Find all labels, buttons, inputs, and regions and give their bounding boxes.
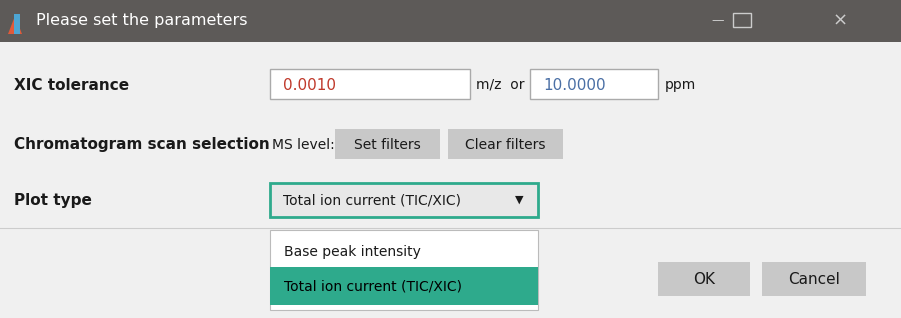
Polygon shape xyxy=(8,16,22,34)
Text: MS level: 1: MS level: 1 xyxy=(272,138,348,152)
Bar xyxy=(0,0,901,42)
Text: ▼: ▼ xyxy=(514,195,523,205)
Text: Total ion current (TIC/XIC): Total ion current (TIC/XIC) xyxy=(283,193,461,207)
Bar xyxy=(530,69,658,99)
Text: Clear filters: Clear filters xyxy=(465,138,545,152)
Bar xyxy=(658,262,750,296)
Bar xyxy=(0,42,901,318)
Bar xyxy=(733,13,751,27)
Text: Total ion current (TIC/XIC): Total ion current (TIC/XIC) xyxy=(284,279,462,293)
Text: 10.0000: 10.0000 xyxy=(543,78,605,93)
Text: m/z  or: m/z or xyxy=(476,78,524,92)
Bar xyxy=(762,262,866,296)
Text: OK: OK xyxy=(693,273,715,287)
Text: XIC tolerance: XIC tolerance xyxy=(14,78,129,93)
Bar xyxy=(270,267,538,305)
Text: Cancel: Cancel xyxy=(788,273,840,287)
Bar xyxy=(335,129,440,159)
Text: 0.0010: 0.0010 xyxy=(283,78,336,93)
Text: ×: × xyxy=(833,12,848,30)
Text: Set filters: Set filters xyxy=(353,138,421,152)
Text: ppm: ppm xyxy=(665,78,696,92)
Bar xyxy=(270,230,538,310)
Text: Chromatogram scan selection: Chromatogram scan selection xyxy=(14,137,269,153)
Text: Please set the parameters: Please set the parameters xyxy=(36,13,248,29)
Bar xyxy=(448,129,563,159)
Text: —: — xyxy=(712,15,724,27)
Bar xyxy=(270,69,470,99)
Text: Base peak intensity: Base peak intensity xyxy=(284,245,421,259)
Text: Plot type: Plot type xyxy=(14,192,92,208)
Bar xyxy=(14,14,20,34)
Bar xyxy=(270,183,538,217)
